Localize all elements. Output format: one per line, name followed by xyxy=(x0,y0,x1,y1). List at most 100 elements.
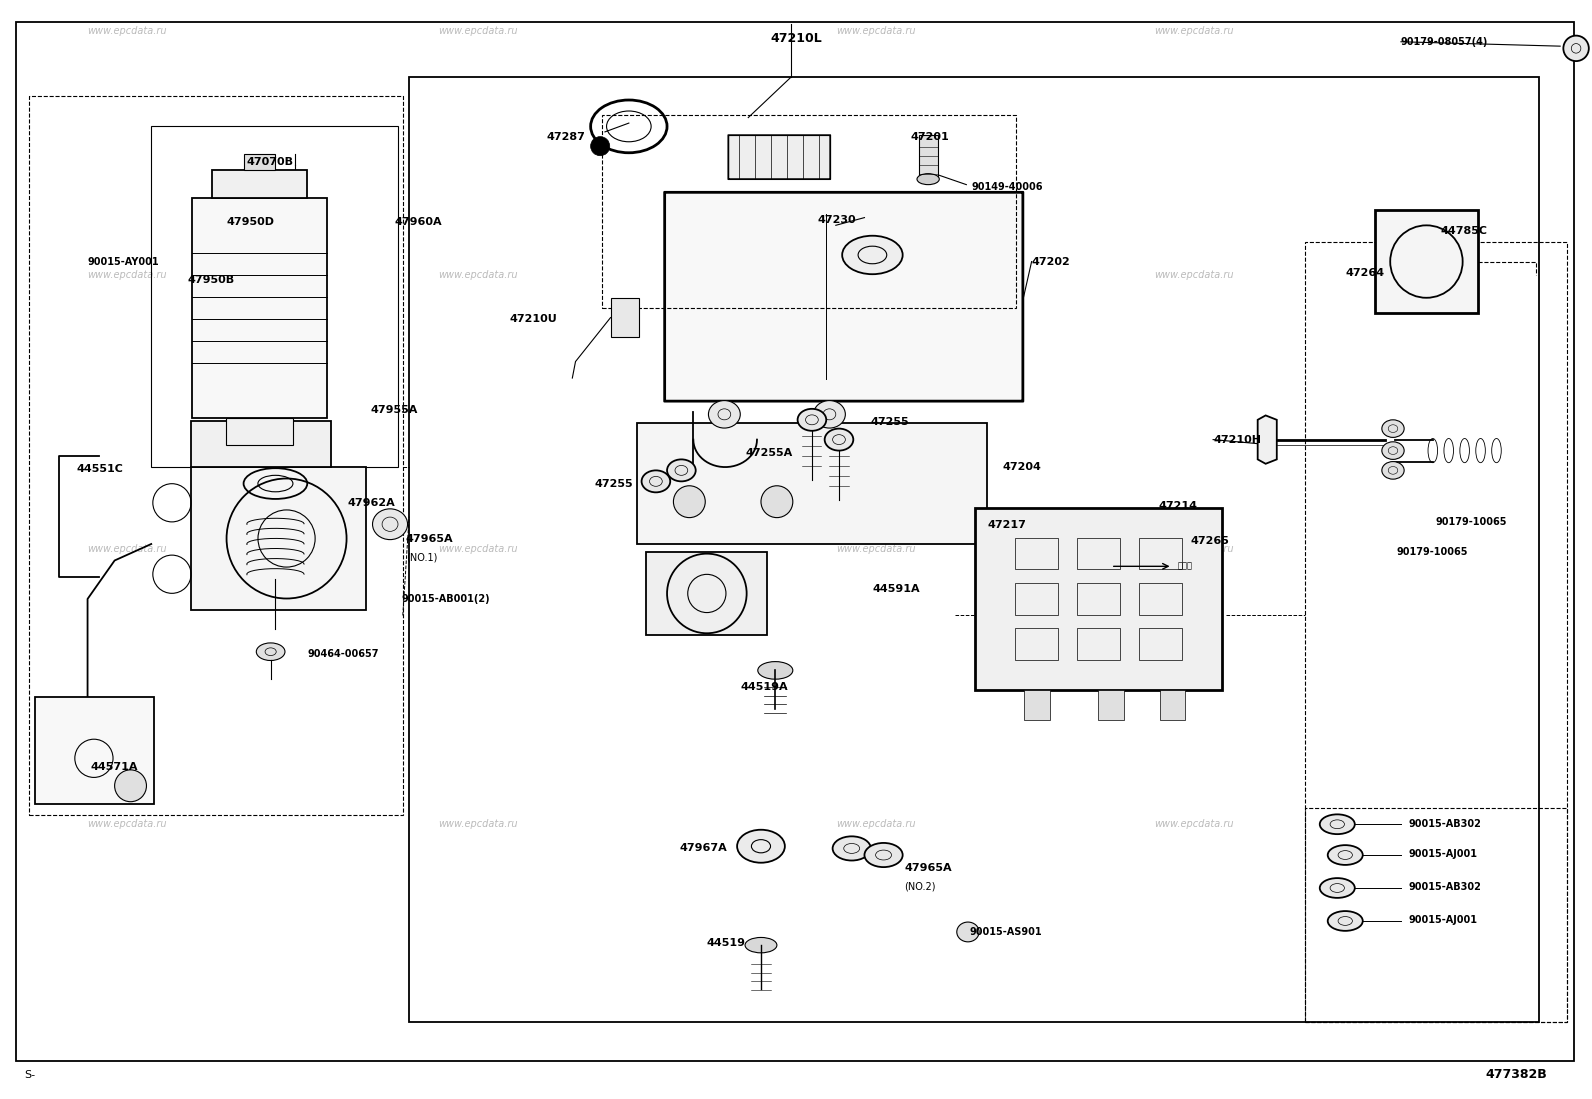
Ellipse shape xyxy=(1382,442,1404,459)
Bar xyxy=(1138,537,1181,569)
Text: 47287: 47287 xyxy=(548,132,586,143)
Ellipse shape xyxy=(758,662,793,679)
Bar xyxy=(1076,537,1121,569)
Text: www.epcdata.ru: www.epcdata.ru xyxy=(1154,819,1234,830)
Bar xyxy=(637,423,987,544)
Bar xyxy=(1138,629,1181,660)
Text: 44519: 44519 xyxy=(707,937,745,948)
Text: 90015-AS901: 90015-AS901 xyxy=(970,926,1043,937)
Text: 90015-AJ001: 90015-AJ001 xyxy=(1409,914,1477,925)
Bar xyxy=(151,126,398,467)
Circle shape xyxy=(591,136,610,156)
Bar xyxy=(191,421,331,467)
Bar xyxy=(1016,629,1059,660)
Bar xyxy=(1305,242,1567,1022)
Ellipse shape xyxy=(667,459,696,481)
FancyBboxPatch shape xyxy=(664,192,1024,401)
Text: 90015-AB001(2): 90015-AB001(2) xyxy=(401,593,490,604)
Text: 47950D: 47950D xyxy=(226,217,274,227)
Bar xyxy=(611,298,640,337)
Text: 47265: 47265 xyxy=(1191,535,1229,546)
Bar xyxy=(29,96,403,815)
Text: 47201: 47201 xyxy=(911,132,949,143)
Bar xyxy=(212,170,307,198)
Bar xyxy=(226,418,293,445)
Ellipse shape xyxy=(864,843,903,867)
FancyBboxPatch shape xyxy=(728,135,831,179)
Text: www.epcdata.ru: www.epcdata.ru xyxy=(1154,269,1234,280)
Bar xyxy=(1375,210,1477,313)
Text: www.epcdata.ru: www.epcdata.ru xyxy=(88,269,167,280)
Text: 477382B: 477382B xyxy=(1485,1068,1547,1081)
Polygon shape xyxy=(1258,415,1277,464)
Bar xyxy=(193,198,328,418)
Text: 44591A: 44591A xyxy=(872,584,920,595)
Ellipse shape xyxy=(1320,814,1355,834)
Text: 90015-AJ001: 90015-AJ001 xyxy=(1409,848,1477,859)
Text: 90015-AB302: 90015-AB302 xyxy=(1409,819,1482,830)
Text: www.epcdata.ru: www.epcdata.ru xyxy=(836,819,915,830)
Bar xyxy=(409,77,1539,1022)
Text: 90015-AB302: 90015-AB302 xyxy=(1409,881,1482,892)
Text: 44519A: 44519A xyxy=(740,681,788,692)
Text: 90149-40006: 90149-40006 xyxy=(971,181,1043,192)
Text: 47967A: 47967A xyxy=(680,843,728,854)
Bar xyxy=(35,697,154,804)
Ellipse shape xyxy=(825,429,853,451)
Circle shape xyxy=(673,486,705,518)
Text: www.epcdata.ru: www.epcdata.ru xyxy=(1154,25,1234,36)
Text: 44551C: 44551C xyxy=(76,464,123,475)
Ellipse shape xyxy=(373,509,408,540)
Text: 47965A: 47965A xyxy=(904,863,952,874)
Bar xyxy=(1016,584,1059,614)
Text: S-: S- xyxy=(24,1069,35,1080)
Bar xyxy=(919,135,938,179)
Text: 90179-08057(4): 90179-08057(4) xyxy=(1401,36,1489,47)
Ellipse shape xyxy=(1328,911,1363,931)
Text: www.epcdata.ru: www.epcdata.ru xyxy=(438,25,517,36)
Text: (NO.1): (NO.1) xyxy=(406,552,438,563)
Ellipse shape xyxy=(745,937,777,953)
Ellipse shape xyxy=(1320,878,1355,898)
Circle shape xyxy=(761,486,793,518)
Text: www.epcdata.ru: www.epcdata.ru xyxy=(438,544,517,555)
Circle shape xyxy=(115,770,146,801)
Ellipse shape xyxy=(814,400,845,428)
Bar xyxy=(191,467,366,610)
Text: www.epcdata.ru: www.epcdata.ru xyxy=(836,544,915,555)
Bar xyxy=(1076,584,1121,614)
Bar xyxy=(1159,690,1184,721)
Bar xyxy=(974,508,1223,690)
Text: 47960A: 47960A xyxy=(395,217,443,227)
Bar xyxy=(1076,629,1121,660)
Ellipse shape xyxy=(833,836,871,861)
Bar xyxy=(1305,808,1567,1022)
Ellipse shape xyxy=(957,922,979,942)
Ellipse shape xyxy=(642,470,670,492)
Text: www.epcdata.ru: www.epcdata.ru xyxy=(438,819,517,830)
Text: 44571A: 44571A xyxy=(91,762,139,773)
Text: 47214: 47214 xyxy=(1159,500,1197,511)
Bar xyxy=(1024,690,1049,721)
Text: 47255: 47255 xyxy=(595,478,634,489)
Text: 47202: 47202 xyxy=(1032,256,1070,267)
Text: (NO.2): (NO.2) xyxy=(904,881,936,892)
Text: 90015-AY001: 90015-AY001 xyxy=(88,256,159,267)
Text: www.epcdata.ru: www.epcdata.ru xyxy=(88,544,167,555)
Bar xyxy=(1016,537,1059,569)
Text: 47965A: 47965A xyxy=(406,533,454,544)
Text: 47070B: 47070B xyxy=(247,156,295,167)
Text: 90179-10065: 90179-10065 xyxy=(1396,546,1468,557)
Text: 47255A: 47255A xyxy=(745,447,793,458)
Bar xyxy=(244,154,275,170)
Text: 47950B: 47950B xyxy=(188,275,236,286)
Ellipse shape xyxy=(1382,420,1404,437)
Ellipse shape xyxy=(737,830,785,863)
Circle shape xyxy=(1563,35,1589,62)
Ellipse shape xyxy=(256,643,285,660)
Ellipse shape xyxy=(917,174,939,185)
Text: www.epcdata.ru: www.epcdata.ru xyxy=(1154,544,1234,555)
Text: www.epcdata.ru: www.epcdata.ru xyxy=(836,25,915,36)
Text: 47210U: 47210U xyxy=(509,313,557,324)
Text: 47264: 47264 xyxy=(1345,267,1385,278)
